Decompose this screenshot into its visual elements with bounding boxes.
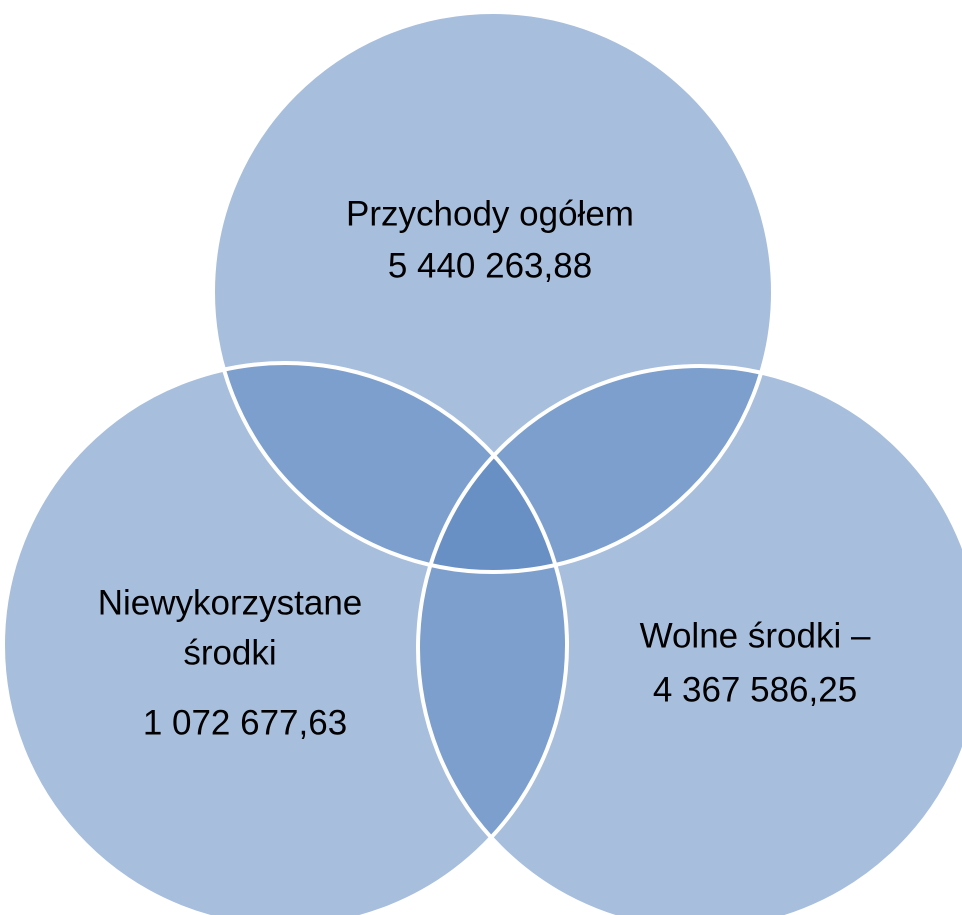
circle-edges	[1, 10, 962, 915]
circle-value: 1 072 677,63	[143, 703, 347, 742]
circle-edge	[416, 364, 962, 915]
circle-label: Niewykorzystane	[98, 583, 363, 622]
circle-edge	[211, 10, 775, 574]
circle-value: 4 367 586,25	[653, 670, 857, 709]
circle-value: 5 440 263,88	[388, 246, 592, 285]
circle-label: Przychody ogółem	[346, 194, 634, 233]
circle-label: Wolne środki –	[640, 616, 871, 655]
circle-unused-funds	[3, 363, 567, 915]
circle-label: środki	[183, 633, 276, 672]
circle-fills	[3, 12, 962, 915]
circle-free-funds	[418, 366, 962, 915]
circle-edge	[1, 361, 569, 915]
